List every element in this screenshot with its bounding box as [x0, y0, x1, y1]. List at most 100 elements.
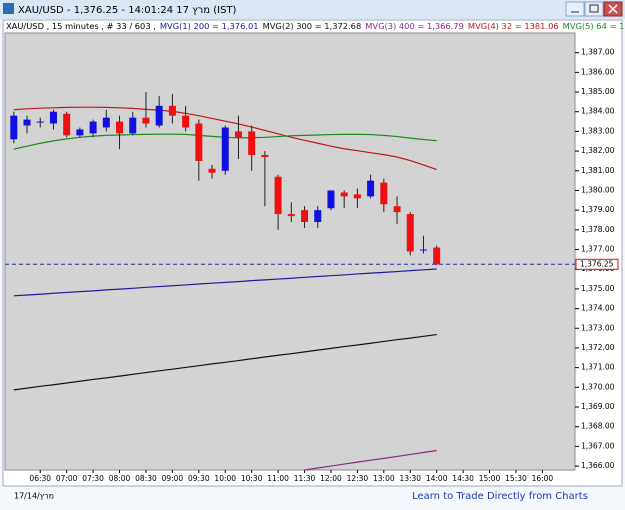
candle-body [234, 131, 242, 138]
candle-body [406, 214, 414, 252]
x-tick-label: 11:00 [267, 474, 289, 483]
y-tick-label: 1,381.00 [581, 166, 615, 175]
y-tick-label: 1,369.00 [581, 402, 615, 411]
x-tick-label: 13:00 [373, 474, 395, 483]
candle-body [393, 206, 401, 213]
y-tick-label: 1,370.00 [581, 382, 615, 391]
y-tick-label: 1,367.00 [581, 441, 615, 450]
candle-body [221, 127, 229, 171]
y-tick-label: 1,378.00 [581, 225, 615, 234]
y-tick-label: 1,375.00 [581, 284, 615, 293]
candle-body [353, 194, 361, 199]
close-icon [608, 4, 618, 14]
candle-body [89, 121, 97, 134]
candle-body [76, 129, 84, 136]
candle-body [327, 190, 335, 209]
x-tick-label: 09:00 [162, 474, 184, 483]
candle-body [301, 210, 309, 222]
y-tick-label: 1,384.00 [581, 107, 615, 116]
y-tick-label: 1,380.00 [581, 185, 615, 194]
candle-body [155, 105, 163, 126]
candle-body [287, 214, 295, 217]
title-bar [0, 0, 625, 19]
y-tick-label: 1,383.00 [581, 126, 615, 135]
candle-body [261, 155, 269, 158]
candle-body [419, 249, 427, 251]
y-tick-label: 1,387.00 [581, 48, 615, 57]
candle-body [63, 113, 71, 136]
candle-body [23, 119, 31, 126]
candle-body [10, 115, 18, 140]
x-tick-label: 09:30 [188, 474, 210, 483]
plot: 1,366.00 1,367.00 1,368.00 1,369.00 1,370.00… [5, 48, 619, 483]
y-tick-label: 1,385.00 [581, 87, 615, 96]
candle-body [248, 131, 256, 156]
moving-average-line [304, 449, 437, 471]
legend-entry: MVG(3) 400 = 1,366.79 [365, 21, 464, 31]
y-tick-label: 1,368.00 [581, 422, 615, 431]
y-tick-label: 1,382.00 [581, 146, 615, 155]
y-tick-label: 1,372.00 [581, 343, 615, 352]
candle-body [380, 182, 388, 205]
y-tick-label: 1,379.00 [581, 205, 615, 214]
candle-body [367, 180, 375, 197]
x-tick-label: 07:00 [56, 474, 78, 483]
x-tick-label: 08:00 [109, 474, 131, 483]
candle-body [314, 210, 322, 222]
x-tick-label: 12:30 [347, 474, 369, 483]
footer-date: 17/14/מרץ [14, 492, 54, 501]
y-tick-label: 1,371.00 [581, 363, 615, 372]
x-tick-label: 16:00 [532, 474, 554, 483]
x-tick-label: 12:00 [320, 474, 342, 483]
x-tick-label: 10:00 [214, 474, 236, 483]
last-price-box [575, 258, 619, 270]
moving-average-line [13, 333, 437, 391]
app-icon [3, 3, 14, 14]
x-tick-label: 07:30 [82, 474, 104, 483]
x-tick-label: 14:30 [452, 474, 474, 483]
moving-average-line [13, 106, 437, 171]
legend-entry: MVG(2) 300 = 1,372.68 [263, 21, 362, 31]
candle-body [182, 115, 190, 128]
y-tick-label: 1,373.00 [581, 323, 615, 332]
candle-body [36, 121, 44, 123]
y-tick-label: 1,386.00 [581, 67, 615, 76]
x-tick-label: 08:30 [135, 474, 157, 483]
x-tick-label: 10:30 [241, 474, 263, 483]
y-tick-label: 1,377.00 [581, 245, 615, 254]
minimize-button[interactable] [565, 1, 585, 17]
x-tick-label: 14:00 [426, 474, 448, 483]
candle-body [195, 123, 203, 161]
moving-average-line [13, 268, 437, 297]
candle-body [340, 192, 348, 197]
candle-body [49, 111, 57, 124]
candle-body [168, 105, 176, 116]
x-tick-label: 13:30 [399, 474, 421, 483]
candle-body [274, 176, 282, 215]
last-price-label: 1,376.25 [580, 259, 614, 268]
candle-body [116, 121, 124, 134]
maximize-button[interactable] [584, 1, 604, 17]
window-buttons [565, 1, 623, 17]
legend-entry: MVG(5) 64 = 1,382.53 [563, 21, 625, 31]
candle-body [208, 168, 216, 173]
plot-area [4, 32, 576, 471]
chart-header: XAU/USD , 15 minutes , # 33 / 603 , MVG(1… [6, 21, 625, 31]
maximize-icon [589, 4, 599, 13]
candle-body [142, 117, 150, 124]
y-tick-label: 1,374.00 [581, 304, 615, 313]
legend-entry: MVG(1) 200 = 1,376.01 [160, 21, 259, 31]
candle-body [102, 117, 110, 128]
footer-link[interactable]: Learn to Trade Directly from Charts [412, 491, 588, 502]
x-tick-label: 06:30 [29, 474, 51, 483]
candle-body [433, 247, 441, 265]
window-title: XAU/USD - 1,376.25 - 14:01:24 17 מרץ (IS… [18, 5, 237, 16]
x-tick-label: 15:30 [505, 474, 527, 483]
x-tick-label: 11:30 [294, 474, 316, 483]
candle-body [129, 117, 137, 134]
header-text: XAU/USD , 15 minutes , # 33 / 603 , [6, 21, 156, 31]
y-tick-label: 1,366.00 [581, 461, 615, 470]
x-tick-label: 15:00 [479, 474, 501, 483]
legend-entry: MVG(4) 32 = 1381.06 [468, 21, 559, 31]
